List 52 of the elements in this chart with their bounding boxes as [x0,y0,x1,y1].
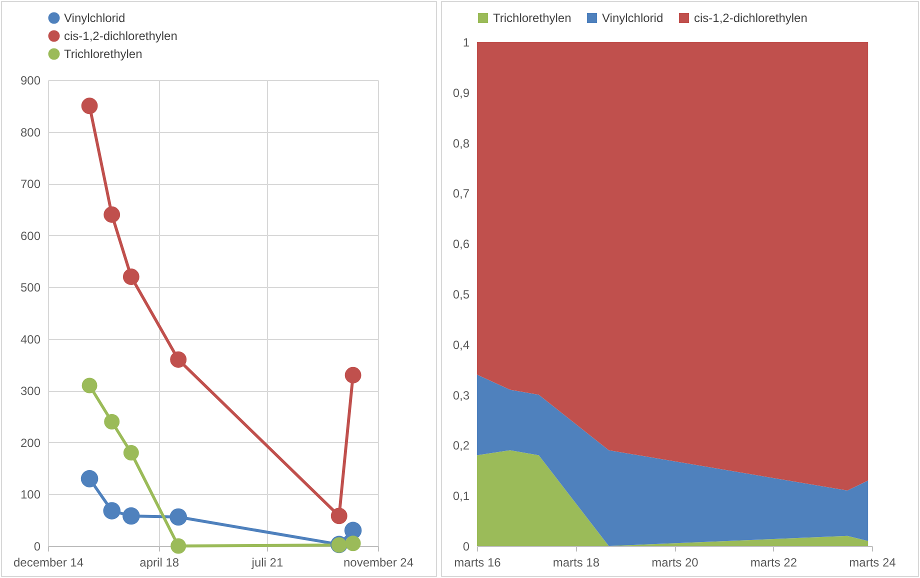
x-tick-label: december 14 [13,556,84,570]
x-tick-label: april 18 [140,556,180,570]
y-tick-label: 0,6 [452,237,470,252]
x-tick-label: marts 16 [454,556,502,570]
point [344,366,362,384]
legend-label: Trichlorethylen [64,47,142,61]
x-tick-label: november 24 [343,556,414,570]
y-tick-label: 700 [20,177,41,192]
y-tick-label: 0,8 [452,136,470,150]
point [103,502,121,520]
point [81,98,98,114]
y-tick-label: 0 [462,540,470,554]
y-tick-label: 200 [20,436,41,450]
legend-label: Vinylchlorid [64,11,126,25]
point [170,508,187,526]
y-tick-label: 600 [20,228,41,243]
y-tick-label: 300 [20,384,41,398]
point [122,507,140,525]
y-tick-label: 400 [20,332,41,346]
point [122,268,140,285]
y-tick-label: 900 [20,74,41,88]
y-tick-label: 500 [20,280,41,295]
y-tick-label: 0,7 [452,186,470,201]
x-tick-label: marts 22 [750,556,798,570]
y-tick-label: 800 [20,125,41,140]
point [344,522,362,540]
point [104,206,120,223]
x-tick-label: marts 24 [849,556,896,570]
y-tick-label: 0 [34,540,41,554]
y-tick-label: 0,1 [452,489,470,504]
point [170,351,187,368]
y-tick-label: 0,9 [452,86,470,100]
point [123,445,139,461]
y-tick-label: 0,3 [452,388,470,402]
x-tick-label: juli 21 [250,556,284,570]
legend-label: cis-1,2-dichlorethylen [64,29,178,43]
y-tick-label: 100 [20,488,41,502]
legend-label: Trichlorethylen [493,11,572,25]
x-tick-label: marts 18 [552,556,600,570]
y-tick-label: 1 [462,36,470,50]
point [104,414,120,430]
point [80,470,98,488]
y-tick-label: 0,4 [452,338,470,352]
point [82,378,98,394]
point [330,508,348,524]
legend-label: Vinylchlorid [602,11,664,25]
y-tick-label: 0,2 [452,438,470,453]
point [170,538,186,554]
legend-label: cis-1,2-dichlorethylen [694,11,808,25]
point [345,536,361,552]
y-tick-label: 0,5 [452,288,470,302]
x-tick-label: marts 20 [652,556,699,570]
